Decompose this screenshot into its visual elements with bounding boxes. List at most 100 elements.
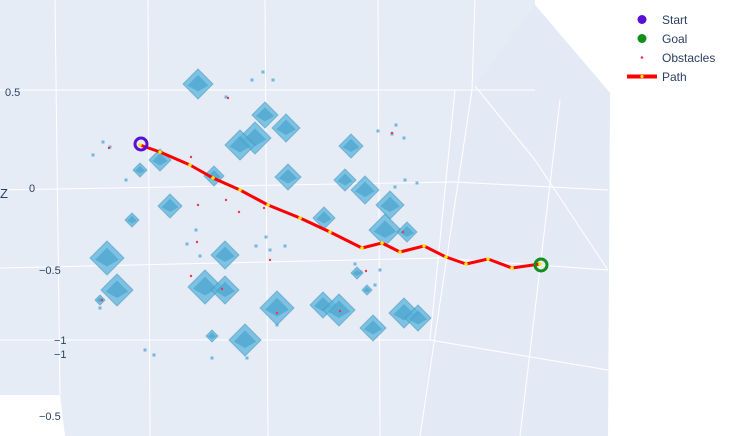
obstacle-debris — [378, 268, 382, 272]
obstacle-block — [396, 221, 418, 243]
obstacle-marker — [268, 258, 272, 262]
obstacle-block — [350, 175, 380, 205]
obstacle-marker — [364, 269, 368, 273]
obstacle-debris — [245, 356, 249, 360]
legend-item-goal[interactable]: Goal — [626, 29, 746, 48]
obstacle-block — [157, 193, 183, 219]
legend-item-start[interactable]: Start — [626, 10, 746, 29]
obstacle-marker — [338, 309, 342, 313]
obstacle-debris — [101, 140, 105, 144]
obstacle-block — [132, 162, 148, 178]
legend-item-path[interactable]: Path — [626, 67, 746, 86]
legend-path-line-icon — [626, 67, 658, 86]
path-waypoint — [266, 203, 270, 207]
obstacle-block — [210, 275, 240, 305]
obstacle-debris — [353, 262, 357, 266]
obstacle-face — [380, 196, 400, 212]
grid-line — [429, 89, 456, 341]
path-waypoint — [422, 244, 426, 248]
obstacle-block — [224, 129, 256, 161]
obstacle-debris — [210, 356, 214, 360]
obstacle-block — [312, 206, 336, 230]
path-waypoint — [158, 150, 162, 154]
grid-line — [439, 257, 609, 271]
obstacle-face — [215, 246, 235, 262]
path-waypoint — [444, 255, 448, 259]
obstacle-debris — [98, 306, 102, 310]
path-waypoint — [510, 266, 514, 270]
obstacle-block — [368, 213, 402, 247]
obstacle-debris — [393, 185, 397, 189]
obstacle-marker — [226, 96, 230, 100]
obstacle-face — [152, 153, 168, 166]
obstacle-marker — [262, 206, 266, 210]
obstacle-marker — [195, 240, 199, 244]
obstacle-face — [355, 181, 375, 197]
path-waypoint — [398, 250, 402, 254]
grid-line — [377, 0, 381, 436]
path-waypoint — [211, 176, 215, 180]
obstacle-debris — [91, 153, 95, 157]
obstacle-face — [255, 107, 275, 122]
path-waypoint — [464, 262, 468, 266]
grid-line — [54, 0, 61, 396]
z-tick-label: 0.5 — [5, 87, 20, 99]
obstacle-face — [265, 297, 289, 317]
obstacle-marker — [100, 298, 104, 302]
obstacle-face — [207, 332, 217, 339]
obstacle-debris — [143, 348, 147, 352]
axis-tick-label: −1 — [54, 349, 67, 361]
obstacle-face — [400, 226, 414, 237]
obstacle-block — [94, 294, 106, 306]
obstacle-marker — [224, 198, 228, 202]
endpoint-layer — [133, 136, 549, 273]
legend-item-obstacles[interactable]: Obstacles — [626, 48, 746, 67]
obstacle-marker — [189, 155, 193, 159]
obstacle-debris — [254, 244, 258, 248]
legend: Start Goal Obstacles Path — [626, 10, 746, 86]
obstacle-marker — [390, 131, 394, 135]
path-waypoint — [328, 230, 332, 234]
grid-line — [519, 99, 561, 436]
obstacle-debris — [394, 123, 398, 127]
z-tick-label: −0.5 — [39, 265, 61, 277]
obstacle-face — [105, 280, 129, 298]
obstacle-block — [361, 284, 373, 296]
obstacle-marker — [107, 146, 111, 150]
grid-line — [419, 89, 473, 436]
grid-line — [429, 339, 609, 371]
path-layer — [138, 143, 542, 270]
path-waypoint — [238, 188, 242, 192]
path-waypoint — [188, 163, 192, 167]
grid-line — [454, 181, 609, 191]
obstacle-face — [187, 75, 209, 92]
obstacle-marker — [237, 210, 241, 214]
obstacle-block — [333, 168, 357, 192]
z-tick-label: 0 — [29, 183, 35, 195]
obstacle-block — [182, 68, 214, 100]
obstacle-debris — [402, 136, 406, 140]
obstacle-face — [193, 276, 217, 296]
obstacle-debris — [268, 248, 272, 252]
obstacle-face — [352, 269, 362, 276]
path-waypoint — [138, 143, 142, 147]
obstacle-debris — [271, 78, 275, 82]
obstacle-face — [233, 330, 257, 348]
obstacle-block — [187, 269, 223, 305]
obstacle-block — [338, 133, 364, 159]
obstacle-marker — [275, 311, 279, 315]
obstacle-block — [322, 293, 356, 327]
legend-label: Start — [662, 12, 688, 27]
obstacle-marker — [189, 274, 193, 278]
obstacle-block — [359, 314, 387, 342]
obstacle-debris — [275, 323, 279, 327]
legend-label: Goal — [662, 31, 688, 46]
axis-tick-label: −0.5 — [39, 411, 61, 423]
obstacle-debris — [152, 353, 156, 357]
path-waypoint — [538, 262, 542, 266]
obstacle-marker — [220, 287, 224, 291]
obstacle-face — [135, 165, 145, 174]
z-axis-title: Z — [0, 186, 8, 201]
obstacle-debris — [373, 283, 377, 287]
